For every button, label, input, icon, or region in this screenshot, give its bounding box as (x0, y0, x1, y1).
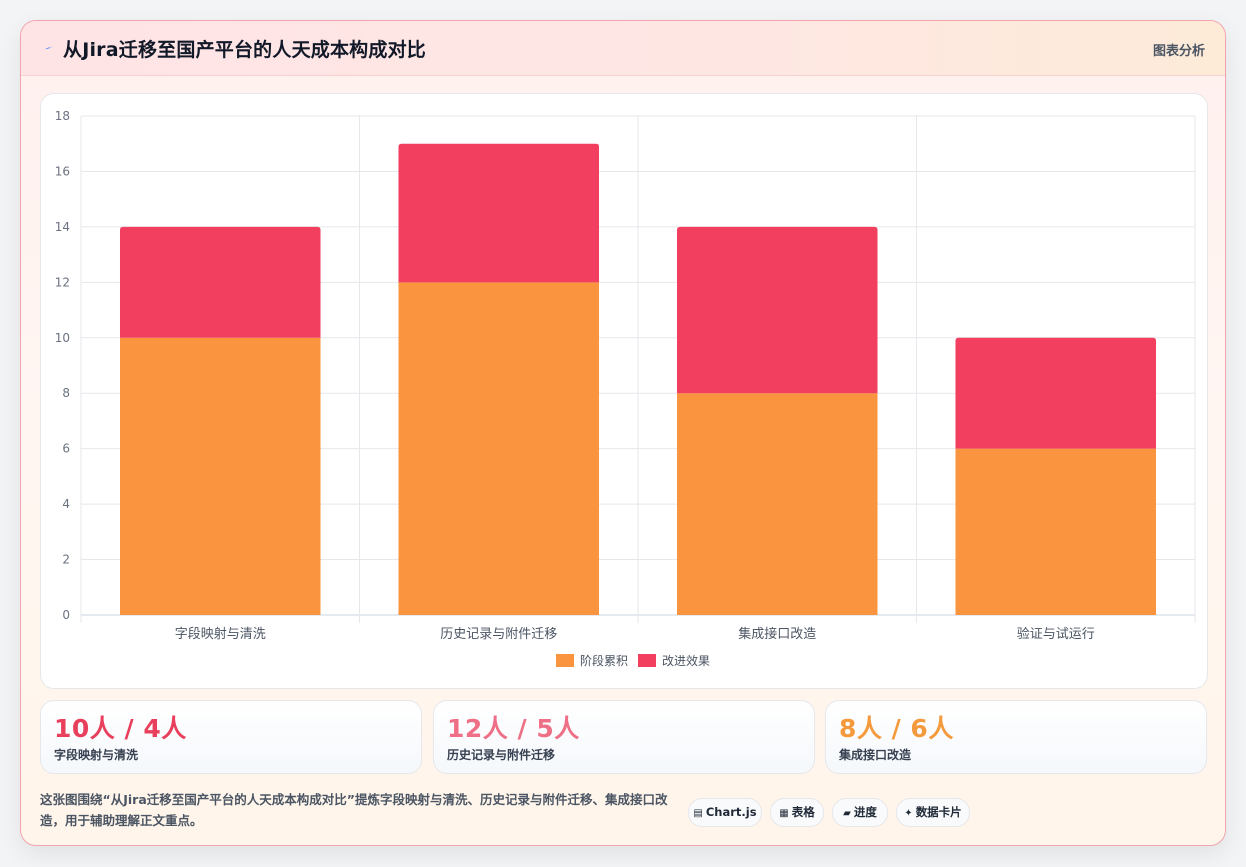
legend-swatch (556, 654, 574, 667)
tag-progress[interactable]: ▰ 进度 (832, 798, 888, 827)
card-header: 从Jira迁移至国产平台的人天成本构成对比 图表分析 (21, 21, 1225, 76)
tag-label: 进度 (853, 805, 877, 819)
x-tick-label: 历史记录与附件迁移 (440, 627, 557, 642)
progress-icon: ▰ (843, 808, 851, 819)
tag-label: 数据卡片 (915, 805, 962, 819)
y-tick-label: 0 (62, 608, 70, 622)
chart-title: 从Jira迁移至国产平台的人天成本构成对比 (63, 39, 426, 61)
tag-chartjs[interactable]: ▤ Chart.js (688, 798, 762, 827)
bar-segment (955, 448, 1157, 615)
chart-description: 这张图围绕“从Jira迁移至国产平台的人天成本构成对比”提炼字段映射与清洗、历史… (40, 792, 668, 828)
table-icon: ▦ (779, 808, 789, 819)
x-tick-label: 集成接口改造 (738, 626, 816, 642)
x-tick-label: 验证与试运行 (1017, 626, 1095, 642)
stat-card-1: 10人 / 4人 字段映射与清洗 (40, 700, 422, 774)
bar-segment (398, 282, 600, 615)
y-tick-label: 18 (55, 109, 70, 123)
bar-segment (676, 393, 878, 615)
legend-swatch (638, 654, 656, 667)
stacked-bar-chart: 0 2 4 6 8 10 12 14 16 18 字段映射与清洗 历史记录与附件迁移 集成接口改造 验证与… (55, 109, 1196, 668)
y-tick-label: 16 (55, 164, 70, 178)
sparkle-icon: ✦ (904, 808, 913, 819)
bar-segment (119, 226, 321, 338)
y-tick-label: 2 (62, 553, 70, 567)
bar-segment (398, 143, 600, 283)
tag-label: 表格 (791, 805, 815, 819)
stat-value: 8人 / 6人 (839, 714, 954, 743)
stat-label: 集成接口改造 (839, 748, 912, 762)
stat-value: 12人 / 5人 (447, 714, 580, 743)
chart-icon: ▤ (693, 808, 703, 819)
chart-card: 从Jira迁移至国产平台的人天成本构成对比 图表分析 0 2 4 6 8 10 12 14 16… (20, 20, 1226, 846)
stat-card-3: 8人 / 6人 集成接口改造 (825, 700, 1207, 774)
bar-segment (676, 226, 878, 394)
tag-data-card[interactable]: ✦ 数据卡片 (896, 798, 970, 827)
y-tick-label: 14 (55, 220, 70, 234)
y-tick-label: 12 (55, 275, 70, 289)
y-tick-label: 10 (55, 331, 70, 345)
legend-label: 阶段累积 (580, 653, 628, 668)
stat-card-2: 12人 / 5人 历史记录与附件迁移 (433, 700, 815, 774)
y-tick-label: 6 (62, 442, 70, 456)
x-tick-label: 字段映射与清洗 (175, 626, 266, 642)
stat-label: 字段映射与清洗 (54, 748, 139, 762)
lightning-icon (42, 46, 54, 50)
legend-label: 改进效果 (662, 653, 710, 668)
stat-label: 历史记录与附件迁移 (447, 748, 556, 762)
chart-panel: 0 2 4 6 8 10 12 14 16 18 字段映射与清洗 历史记录与附件迁移 集成接口改造 验证与… (40, 93, 1208, 689)
y-tick-label: 8 (62, 386, 70, 400)
tag-table[interactable]: ▦ 表格 (770, 798, 824, 827)
y-tick-label: 4 (62, 497, 70, 511)
bar-segment (119, 337, 321, 615)
bar-segment (955, 337, 1157, 449)
stat-value: 10人 / 4人 (54, 714, 187, 743)
chart-analysis-label[interactable]: 图表分析 (1152, 44, 1205, 59)
tag-label: Chart.js (705, 805, 757, 819)
